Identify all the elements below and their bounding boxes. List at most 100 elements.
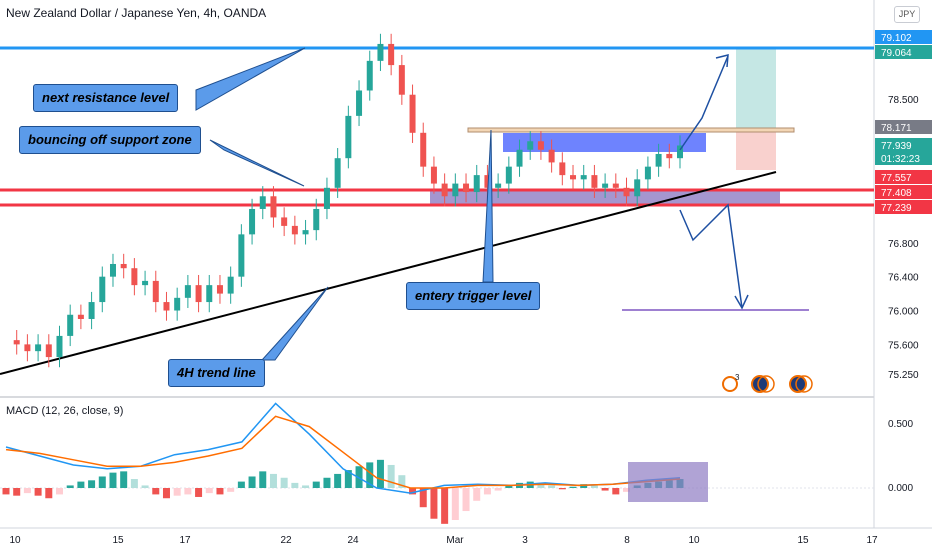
price-badge-label: 01:32:23 <box>881 154 920 165</box>
candle-body <box>99 276 106 303</box>
macd-histogram-bar <box>419 488 427 508</box>
macd-histogram-group <box>2 459 684 524</box>
macd-histogram-bar <box>451 488 459 520</box>
candle-body <box>634 179 641 197</box>
candle-body <box>602 183 609 188</box>
candle-body <box>516 149 523 167</box>
candle-body <box>35 344 42 352</box>
macd-histogram-bar <box>120 471 128 488</box>
price-badge <box>875 151 932 165</box>
callout-next-resistance: next resistance level <box>33 84 179 112</box>
flag-icon-nz[interactable] <box>789 375 807 393</box>
candle-body <box>334 158 341 188</box>
macd-histogram-bar <box>184 488 192 495</box>
candle-body <box>452 183 459 197</box>
time-tick-label: 17 <box>179 535 191 546</box>
price-tick-label: 76.400 <box>888 273 919 284</box>
arrow-down-path <box>679 203 743 309</box>
candle-body <box>152 280 159 303</box>
candle-body <box>109 263 116 277</box>
currency-selector[interactable]: JPY <box>894 6 920 23</box>
macd-histogram-bar <box>366 462 374 488</box>
price-tick-label: 78.500 <box>888 95 919 106</box>
macd-title: MACD (12, 26, close, 9) <box>6 405 124 417</box>
price-badge <box>875 45 932 59</box>
candle-body <box>142 280 149 286</box>
macd-histogram-bar <box>2 488 10 495</box>
candle-body <box>323 187 330 209</box>
time-tick-label: 10 <box>9 535 21 546</box>
time-axis[interactable]: 10 15 17 22 24 Mar 3 8 10 15 17 <box>9 535 878 546</box>
candle-body <box>195 285 202 303</box>
macd-histogram-bar <box>537 482 545 488</box>
consolidation-box <box>503 133 706 152</box>
arrow-up-path <box>679 55 729 151</box>
macd-histogram-bar <box>612 488 620 495</box>
candle-body <box>484 175 491 188</box>
macd-tick-label: 0.500 <box>888 419 913 430</box>
candle-body <box>120 263 127 269</box>
candle-body <box>270 196 277 218</box>
time-tick-label: 17 <box>866 535 878 546</box>
candle-body <box>366 60 373 91</box>
macd-histogram-bar <box>441 488 449 524</box>
macd-histogram-bar <box>505 485 513 488</box>
candle-body <box>313 208 320 231</box>
candle-body <box>580 175 587 180</box>
candle-body <box>644 166 651 180</box>
flag-icon-ring <box>795 375 813 393</box>
stop-loss-zone <box>736 128 776 170</box>
candle-body <box>463 183 470 193</box>
candle-body <box>591 175 598 188</box>
candle-body <box>45 344 52 358</box>
event-icon[interactable] <box>722 376 738 392</box>
candle-body <box>677 145 683 159</box>
price-badge <box>875 185 932 199</box>
candle-body <box>56 335 63 358</box>
time-tick-label: 15 <box>797 535 809 546</box>
candle-body <box>206 285 213 303</box>
price-badge-label: 78.171 <box>881 123 912 134</box>
time-tick-label: 22 <box>280 535 292 546</box>
macd-histogram-bar <box>473 488 481 501</box>
time-tick-label: Mar <box>446 535 464 546</box>
macd-histogram-bar <box>141 485 149 488</box>
candle-body <box>77 314 84 319</box>
macd-histogram-bar <box>344 470 352 488</box>
price-badge-label: 77.939 <box>881 141 912 152</box>
price-tick-label: 75.250 <box>888 370 919 381</box>
macd-histogram-bar <box>623 488 631 492</box>
macd-histogram-bar <box>590 485 598 488</box>
candle-body <box>216 285 223 294</box>
candle-body <box>259 196 266 209</box>
candle-body <box>409 94 416 133</box>
candle-body <box>345 115 352 159</box>
macd-histogram-bar <box>173 488 181 496</box>
candle-body <box>356 90 363 116</box>
candle-body <box>67 314 74 336</box>
macd-histogram-bar <box>302 485 310 488</box>
macd-histogram-bar <box>280 477 288 488</box>
macd-histogram-bar <box>387 464 395 488</box>
candle-body <box>227 276 234 294</box>
macd-histogram-bar <box>569 486 577 488</box>
event-icons[interactable]: 3 <box>722 373 813 393</box>
macd-histogram-bar <box>77 481 85 488</box>
arrow-up-head <box>715 54 729 68</box>
flag-icon-nz[interactable] <box>751 375 769 393</box>
macd-histogram-bar <box>409 488 417 495</box>
macd-histogram-bar <box>13 488 21 496</box>
macd-histogram-bar <box>34 488 42 496</box>
macd-histogram-bar <box>558 488 566 490</box>
macd-histogram-bar <box>130 479 138 488</box>
macd-histogram-bar <box>195 488 203 497</box>
candle-body <box>131 268 138 286</box>
chart-title: New Zealand Dollar / Japanese Yen, 4h, O… <box>6 6 267 20</box>
take-profit-zone <box>736 48 776 128</box>
callout-pointer-bouncing <box>209 139 305 187</box>
time-tick-label: 15 <box>112 535 124 546</box>
macd-histogram-bar <box>462 488 470 512</box>
price-badge-label: 79.064 <box>881 48 912 59</box>
candle-body <box>398 65 405 95</box>
